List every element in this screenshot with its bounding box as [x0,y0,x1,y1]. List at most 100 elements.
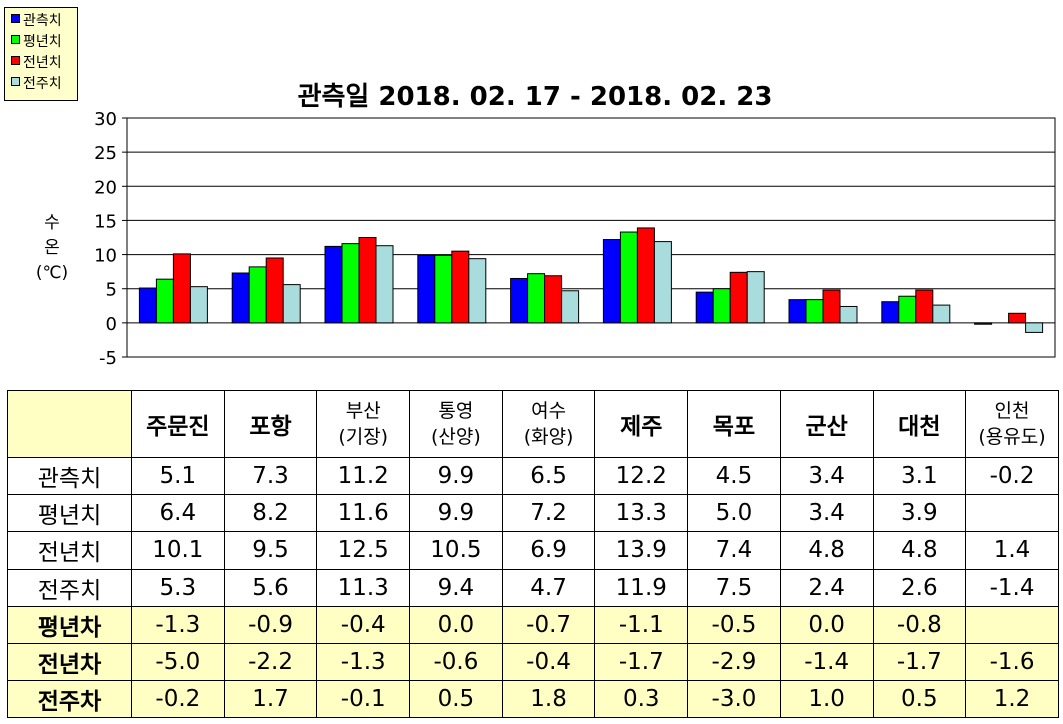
y-tick-label: 25 [94,143,117,164]
bar [248,266,267,324]
table-cell: 5.0 [687,494,781,533]
table-cell: 0.0 [409,605,503,644]
bar [788,299,807,324]
bar [434,254,453,324]
table-cell: 5.3 [131,568,225,607]
table-cell: 10.1 [131,531,225,570]
table-cell: 3.1 [872,457,967,496]
station-header: 부산 (기장) [316,389,411,459]
bar [468,258,487,324]
data-table: 주문진 포항 부산 (기장) 통영 (산양) 여수 (화양) 제주 목포 군산 대천 인천 (용유도) 관측… [7,389,1059,719]
bar [636,227,655,324]
table-cell [965,605,1059,644]
station-header-text: (용유도) [978,426,1046,449]
bar [155,278,174,324]
bar [561,290,580,324]
table-cell: 4.5 [687,457,781,496]
station-header-text: (산양) [431,426,481,449]
station-header: 여수 (화양) [501,389,596,459]
y-tick-label: 15 [94,211,117,232]
legend-label: 관측치 [23,13,62,29]
station-header-text: (기장) [338,426,389,449]
row-label: 평년치 [7,494,132,533]
table-cell: 1.4 [965,531,1059,570]
table-cell: 1.2 [965,679,1059,719]
y-axis-label-3: (℃) [35,263,69,283]
legend-item: 전주치 [11,75,62,93]
bar [822,289,841,324]
table-cell: 3.4 [779,494,874,533]
bar [265,257,284,324]
table-cell: -2.9 [687,642,781,681]
bar [544,275,563,324]
station-header-text: 제주 [620,414,663,441]
station-header: 제주 [594,389,689,459]
table-corner-cell [7,389,132,459]
table-row: 전주차 -0.2 1.7 -0.1 0.5 1.8 0.3 -3.0 1.0 0.5 1.2 [7,679,1059,719]
table-cell: 7.3 [223,457,318,496]
legend-swatch [11,35,20,44]
bar [138,287,157,324]
table-cell: 11.2 [316,457,411,496]
bar [695,291,714,324]
station-header: 대천 [872,389,967,459]
table-cell: -3.0 [687,679,781,719]
station-header-text: 군산 [805,414,848,441]
bar [324,245,343,324]
station-header: 포항 [223,389,318,459]
table-cell: 0.5 [872,679,967,719]
table-row: 전년차 -5.0 -2.2 -1.3 -0.6 -0.4 -1.7 -2.9 -1.4 -1.7-… [7,642,1059,681]
table-cell: -0.2 [965,457,1059,496]
table-cell: 4.7 [501,568,596,607]
table-cell: 1.7 [223,679,318,719]
table-cell: 11.9 [594,568,689,607]
table-cell: -5.0 [131,642,225,681]
legend-label: 평년치 [23,34,62,50]
table-cell: 5.1 [131,457,225,496]
station-header: 인천 (용유도) [965,389,1059,459]
y-tick-label: 5 [106,280,117,301]
table-cell: 11.3 [316,568,411,607]
station-header-text: 포항 [249,414,292,441]
bar [1025,322,1044,333]
table-cell: -0.5 [687,605,781,644]
bar [881,301,900,324]
bar [974,322,993,325]
table-cell: -1.7 [872,642,967,681]
row-label: 전주차 [7,679,132,719]
table-cell: -0.4 [501,642,596,681]
station-header: 주문진 [131,389,225,459]
row-label: 관측치 [7,457,132,496]
bar-chart: 30 25 20 15 10 5 0 -5 [94,109,1056,369]
table-cell: -0.7 [501,605,596,644]
legend-item: 전년치 [11,54,62,72]
bar [602,239,621,324]
table-cell: 13.3 [594,494,689,533]
bar [746,271,765,324]
table-cell: -0.1 [316,679,411,719]
table-row: 관측치 5.1 7.3 11.2 9.9 6.5 12.2 4.5 3.4 3.1 -0.2 [7,457,1059,496]
y-tick-label: 20 [94,177,117,198]
y-tick-label: 0 [106,314,117,335]
legend-item: 평년치 [11,33,62,51]
bar [527,273,546,324]
table-cell: 1.0 [779,679,874,719]
table-cell: -1.3 [131,605,225,644]
station-header-text: 인천 [994,400,1030,423]
table-cell: 11.6 [316,494,411,533]
table-cell: 6.4 [131,494,225,533]
table-cell: 0.5 [409,679,503,719]
legend-label: 전주치 [23,76,62,92]
y-axis-label-1: 수 [44,213,60,233]
table-cell: -1.4 [779,642,874,681]
bar [653,241,672,324]
table-cell: -0.4 [316,605,411,644]
legend-item: 관측치 [11,12,62,30]
row-label: 평년차 [7,605,132,644]
bar [358,237,377,324]
table-cell: 9.9 [409,494,503,533]
table-cell: 3.4 [779,457,874,496]
y-tick-label: -5 [99,348,117,369]
station-header-text: 목포 [712,414,756,441]
